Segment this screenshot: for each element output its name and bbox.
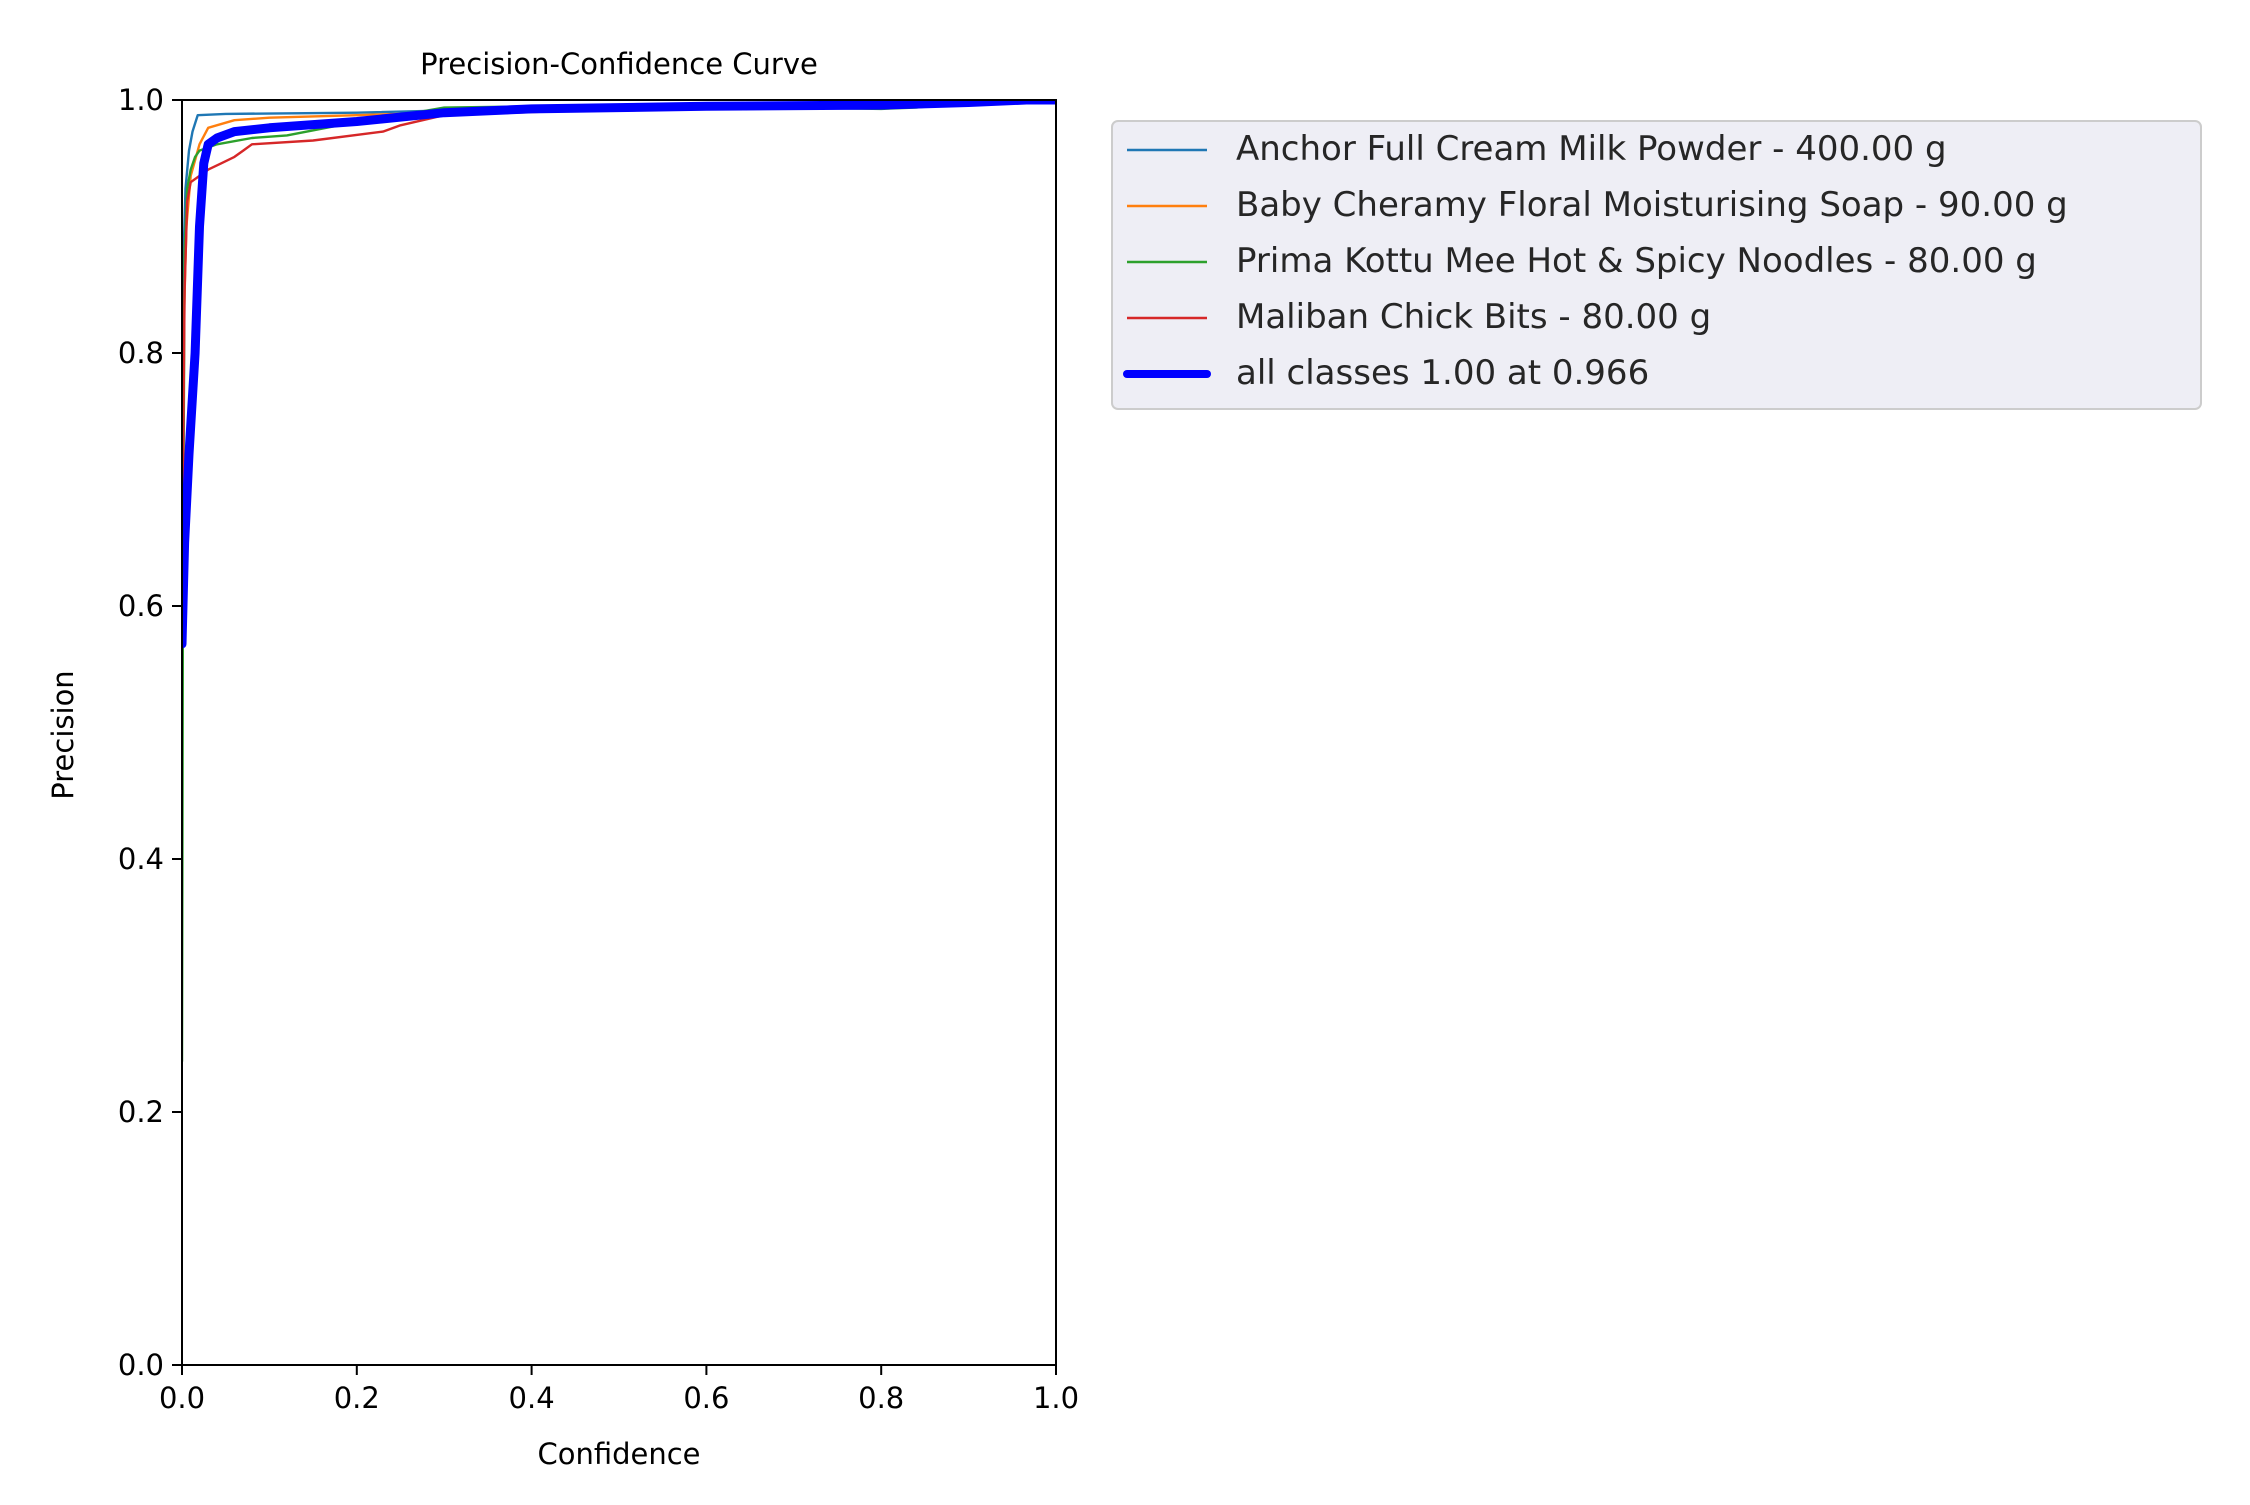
y-tick-label: 0.8 xyxy=(118,336,164,370)
series-line-0 xyxy=(182,100,1056,581)
series-line-4 xyxy=(182,100,1056,644)
series-line-2 xyxy=(182,100,1056,1061)
legend-label-1: Baby Cheramy Floral Moisturising Soap - … xyxy=(1236,185,2068,225)
series-layer xyxy=(182,100,1056,1061)
x-tick-label: 0.0 xyxy=(159,1381,205,1415)
x-tick-label: 0.2 xyxy=(334,1381,380,1415)
legend: Anchor Full Cream Milk Powder - 400.00 g… xyxy=(1112,121,2201,409)
chart-title: Precision-Confidence Curve xyxy=(420,47,818,81)
series-line-1 xyxy=(182,100,1056,606)
y-tick-label: 0.2 xyxy=(118,1095,164,1129)
legend-label-3: Maliban Chick Bits - 80.00 g xyxy=(1236,297,1711,337)
x-axis-label: Confidence xyxy=(537,1437,700,1471)
x-tick-label: 1.0 xyxy=(1033,1381,1079,1415)
plot-frame xyxy=(182,100,1056,1365)
series-line-3 xyxy=(182,100,1056,644)
x-tick-label: 0.6 xyxy=(683,1381,729,1415)
legend-label-2: Prima Kottu Mee Hot & Spicy Noodles - 80… xyxy=(1236,241,2037,281)
ticks-layer: 0.0 0.2 0.4 0.6 0.8 1.0 0.0 0.2 0.4 0.6 0.8 1.0 xyxy=(118,83,1079,1415)
y-tick-label: 0.0 xyxy=(118,1348,164,1382)
y-axis-label: Precision xyxy=(46,670,80,799)
legend-label-0: Anchor Full Cream Milk Powder - 400.00 g xyxy=(1236,129,1947,169)
y-tick-label: 0.4 xyxy=(118,842,164,876)
x-tick-label: 0.4 xyxy=(509,1381,555,1415)
legend-label-4: all classes 1.00 at 0.966 xyxy=(1236,353,1649,393)
y-tick-label: 1.0 xyxy=(118,83,164,117)
x-tick-label: 0.8 xyxy=(858,1381,904,1415)
y-tick-label: 0.6 xyxy=(118,589,164,623)
